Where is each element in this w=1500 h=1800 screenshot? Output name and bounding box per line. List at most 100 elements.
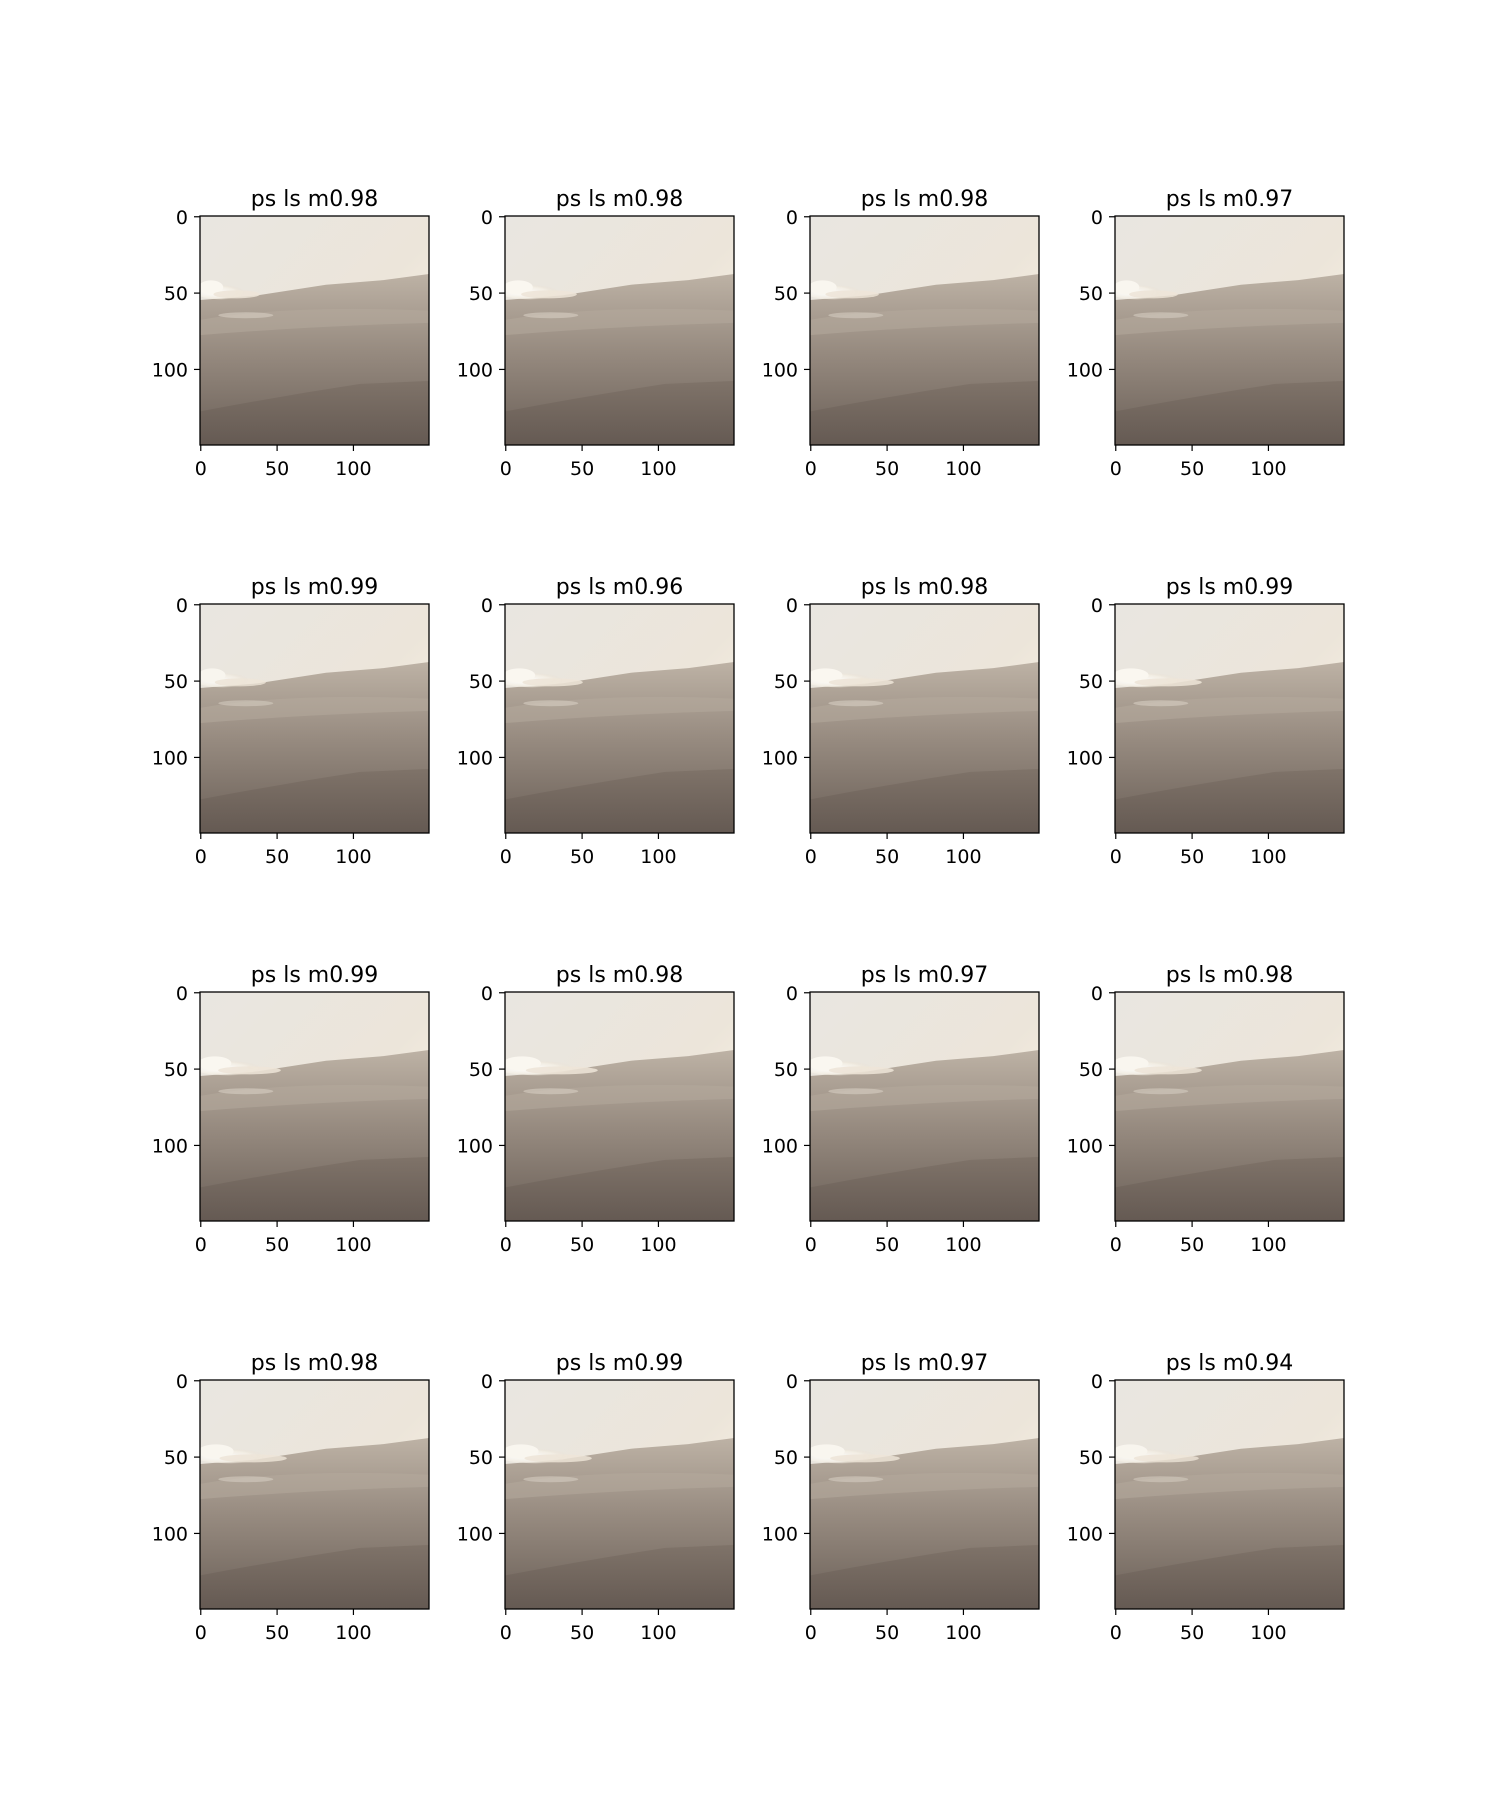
x-tick-label: 100 [945, 846, 981, 868]
panel-title: ps ls m0.98 [251, 187, 378, 212]
x-tick-label: 0 [1110, 1234, 1122, 1256]
y-tick-label: 0 [786, 983, 798, 1005]
y-tick-label: 50 [774, 671, 798, 693]
subplot-panel: ps ls m0.98 0 50 100 0 50 100 [152, 1351, 430, 1644]
cloud-puff [200, 668, 274, 707]
x-tick-label: 50 [1180, 1234, 1204, 1256]
cloud-puff [505, 280, 579, 319]
x-tick-label: 0 [1110, 1622, 1122, 1644]
x-tick-label: 50 [1180, 458, 1204, 480]
subplot-panel: ps ls m0.99 0 50 100 0 50 100 [152, 575, 430, 868]
y-tick-label: 50 [469, 283, 493, 305]
cloud-puff [1115, 668, 1202, 707]
x-tick-label: 100 [335, 458, 371, 480]
cloud-puff [1115, 280, 1189, 319]
x-tick-label: 50 [570, 1234, 594, 1256]
subplot-panel: ps ls m0.97 0 50 100 0 50 100 [1067, 187, 1345, 480]
cloud-puff [200, 1444, 287, 1483]
axes-frame [504, 603, 735, 834]
y-tick-label: 0 [176, 983, 188, 1005]
x-tick-label: 0 [805, 1622, 817, 1644]
axes-frame [199, 1379, 430, 1610]
x-tick-label: 50 [1180, 1622, 1204, 1644]
axes-frame [504, 215, 735, 446]
y-tick-label: 100 [457, 1135, 493, 1157]
subplot-panel: ps ls m0.99 0 50 100 0 50 100 [1067, 575, 1345, 868]
cloud-puff [810, 280, 884, 319]
landscape-image [505, 216, 734, 445]
y-tick-label: 0 [176, 207, 188, 229]
subplot-panel: ps ls m0.99 0 50 100 0 50 100 [152, 963, 430, 1256]
x-tick-label: 0 [195, 1622, 207, 1644]
subplot-panel: ps ls m0.98 0 50 100 0 50 100 [457, 963, 735, 1256]
axes-frame [809, 603, 1040, 834]
panel-title: ps ls m0.98 [861, 575, 988, 600]
x-tick-label: 100 [1250, 458, 1286, 480]
x-tick-label: 0 [195, 1234, 207, 1256]
cloud-puff [810, 1444, 900, 1483]
x-tick-label: 0 [500, 1622, 512, 1644]
axes-frame [1114, 603, 1345, 834]
landscape-image [505, 992, 734, 1221]
axes-frame [199, 215, 430, 446]
x-tick-label: 100 [1250, 1234, 1286, 1256]
panel-title: ps ls m0.94 [1166, 1351, 1293, 1376]
x-tick-label: 100 [640, 1234, 676, 1256]
landscape-image [810, 216, 1039, 445]
x-tick-label: 100 [640, 1622, 676, 1644]
x-tick-label: 0 [500, 1234, 512, 1256]
cloud-puff [1115, 1444, 1199, 1483]
x-tick-label: 100 [335, 1622, 371, 1644]
panel-title: ps ls m0.97 [861, 963, 988, 988]
y-tick-label: 0 [481, 207, 493, 229]
x-tick-label: 100 [1250, 846, 1286, 868]
subplot-panel: ps ls m0.99 0 50 100 0 50 100 [457, 1351, 735, 1644]
axes-frame [504, 991, 735, 1222]
panel-title: ps ls m0.98 [556, 187, 683, 212]
y-tick-label: 50 [1079, 1059, 1103, 1081]
subplot-panel: ps ls m0.98 0 50 100 0 50 100 [762, 187, 1040, 480]
panel-title: ps ls m0.99 [251, 963, 378, 988]
y-tick-label: 100 [457, 1523, 493, 1545]
axes-frame [199, 991, 430, 1222]
cloud-puff [1115, 1056, 1202, 1095]
y-tick-label: 100 [1067, 747, 1103, 769]
y-tick-label: 100 [457, 359, 493, 381]
cloud-puff [810, 1056, 894, 1095]
y-tick-label: 0 [481, 983, 493, 1005]
cloud-puff [505, 1056, 598, 1095]
y-tick-label: 0 [786, 595, 798, 617]
y-tick-label: 50 [1079, 283, 1103, 305]
y-tick-label: 100 [762, 1135, 798, 1157]
x-tick-label: 50 [875, 1234, 899, 1256]
y-tick-label: 50 [469, 1447, 493, 1469]
landscape-image [505, 1380, 734, 1609]
panel-title: ps ls m0.98 [251, 1351, 378, 1376]
landscape-image [505, 604, 734, 833]
panel-title: ps ls m0.98 [556, 963, 683, 988]
landscape-image [810, 604, 1039, 833]
y-tick-label: 100 [457, 747, 493, 769]
landscape-image [810, 992, 1039, 1221]
y-tick-label: 50 [1079, 671, 1103, 693]
x-tick-label: 100 [640, 846, 676, 868]
landscape-image [200, 1380, 429, 1609]
y-tick-label: 0 [176, 1371, 188, 1393]
x-tick-label: 100 [640, 458, 676, 480]
x-tick-label: 50 [570, 1622, 594, 1644]
x-tick-label: 0 [805, 1234, 817, 1256]
y-tick-label: 0 [786, 1371, 798, 1393]
landscape-image [810, 1380, 1039, 1609]
y-tick-label: 100 [1067, 359, 1103, 381]
x-tick-label: 0 [805, 458, 817, 480]
y-tick-label: 50 [469, 1059, 493, 1081]
panel-title: ps ls m0.96 [556, 575, 683, 600]
axes-frame [1114, 215, 1345, 446]
panel-title: ps ls m0.98 [861, 187, 988, 212]
y-tick-label: 50 [774, 283, 798, 305]
subplot-panel: ps ls m0.96 0 50 100 0 50 100 [457, 575, 735, 868]
cloud-puff [200, 280, 274, 319]
y-tick-label: 50 [164, 1059, 188, 1081]
y-tick-label: 0 [481, 1371, 493, 1393]
